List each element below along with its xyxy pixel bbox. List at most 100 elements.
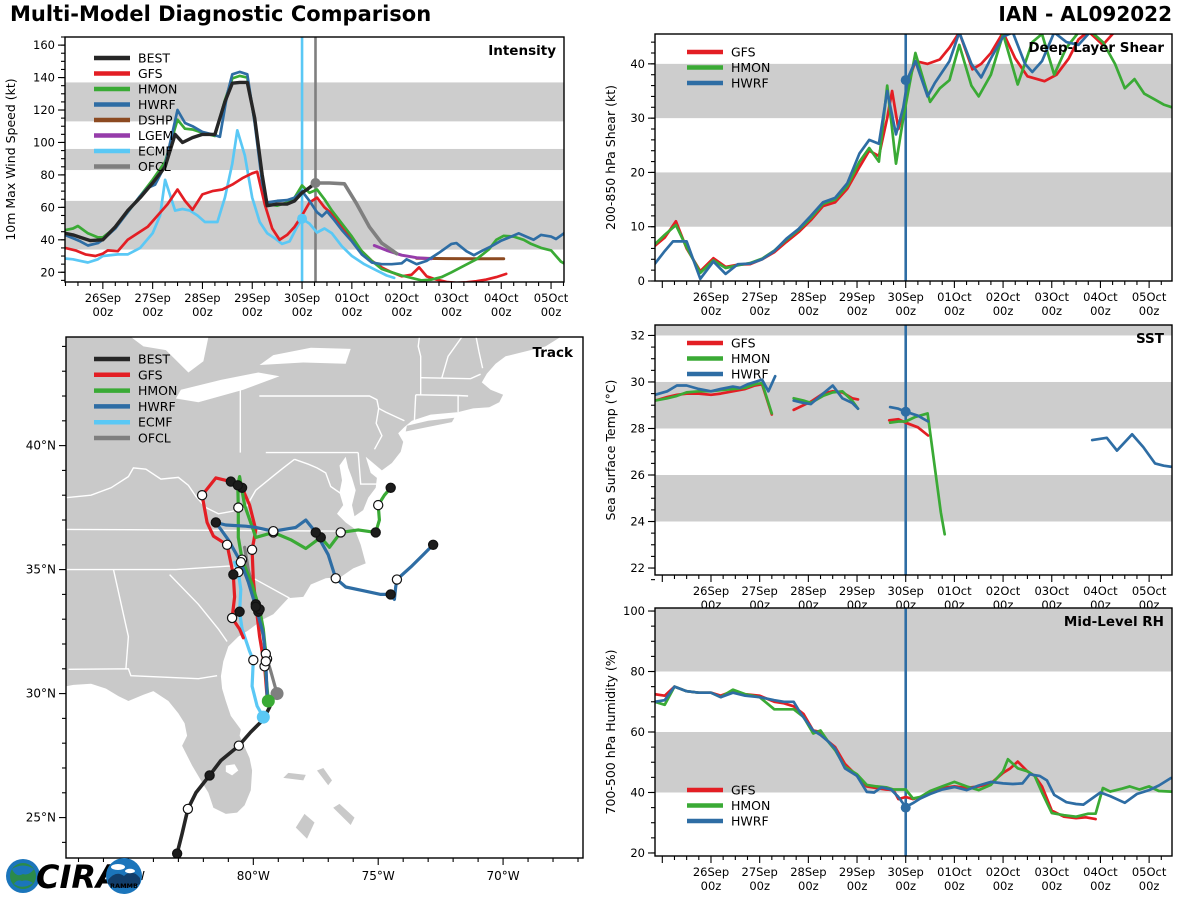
track-position-dot [234,606,245,617]
lon-tick-label: 80°W [237,869,270,883]
track-position-dot [233,740,245,751]
legend-label-hmon: HMON [731,798,770,813]
state-border [441,337,463,378]
x-tick-label: 05Oct [534,291,569,305]
y-tick-label: 0 [638,274,645,288]
sst-panel: 26Sep 00z 27Sep 00z 28Sep 00z 29Sep 00z 30Sep 00z… [600,320,1200,612]
x-tick-label: 30Sep [888,865,924,879]
x-tick-hour: 00z [142,305,163,319]
y-tick-label: 100 [33,135,55,149]
x-tick-label: 28Sep [790,584,826,598]
state-border [475,337,484,369]
state-border [68,668,218,680]
legend-label-dshp: DSHP [138,113,173,128]
series-ofcl [313,181,399,256]
x-tick-label: 05Oct [1132,584,1167,598]
y-tick-label: 20 [40,265,55,279]
landmass [283,772,306,781]
x-tick-hour: 00z [342,305,363,319]
landmass [405,417,455,432]
x-tick-label: 03Oct [1034,290,1069,304]
track-position-dot [330,573,341,584]
x-tick-label: 03Oct [434,291,469,305]
lat-tick-label: 25°N [26,811,56,825]
y-tick-label: 40 [630,57,645,71]
track-start-dot-ecmf [256,710,270,724]
track-position-dot [310,527,321,538]
x-tick-hour: 00z [391,305,412,319]
y-tick-label: 60 [40,200,55,214]
panel-title: Mid-Level RH [1064,614,1164,630]
legend-label-hmon: HMON [731,351,770,366]
series-hwrf [655,374,777,397]
x-tick-label: 04Oct [1083,865,1118,879]
lon-tick-label: 70°W [487,869,520,883]
x-tick-hour: 00z [895,304,916,318]
legend-label-hmon: HMON [138,82,177,97]
landmass [317,768,332,786]
legend-label-ofcl: OFCL [138,159,171,174]
legend-label-hwrf: HWRF [138,399,176,414]
x-tick-hour: 00z [895,879,916,893]
series-gfs [65,170,508,282]
legend-label-best: BEST [138,51,170,66]
legend-label-gfs: GFS [138,367,163,382]
x-tick-hour: 00z [1041,879,1062,893]
track-position-dot [221,539,233,551]
legend-label-gfs: GFS [731,45,756,60]
x-tick-hour: 00z [749,879,770,893]
panel-title: Intensity [488,43,556,59]
track-hwrf [214,518,435,698]
track-position-dot [182,803,194,815]
series-lgem [372,244,433,261]
intensity-panel: 26Sep 00z 27Sep 00z 28Sep 00z 29Sep 00z 30Sep 00z… [0,30,600,330]
state-border [294,458,344,496]
shear-chart: 26Sep00z27Sep00z28Sep00z29Sep00z30Sep00z… [603,33,1173,318]
x-tick-hour: 00z [541,305,562,319]
x-tick-label: 27Sep [134,291,170,305]
x-tick-label: 26Sep [693,584,729,598]
legend-label-gfs: GFS [731,783,756,798]
x-tick-label: 02Oct [986,290,1021,304]
x-tick-hour: 00z [993,879,1014,893]
y-tick-label: 40 [40,233,55,247]
category-band [655,608,1172,672]
legend-label-ecmf: ECMF [138,415,173,430]
legend-label-hwrf: HWRF [731,76,769,91]
x-tick-label: 30Sep [284,291,320,305]
legend-label-gfs: GFS [731,336,756,351]
y-tick-label: 30 [630,375,645,389]
state-border [66,528,356,532]
legend-label-lgem: LGEM [138,128,173,143]
category-band [655,732,1172,793]
x-tick-hour: 00z [701,879,722,893]
track-position-dot [370,527,381,538]
x-tick-label: 28Sep [790,290,826,304]
x-tick-hour: 00z [491,305,512,319]
track-map: 85°W80°W75°W70°W25°N30°N35°N40°NTrackBES… [26,336,584,883]
track-position-dot [427,539,439,551]
category-band [655,325,1172,336]
track-position-dot [232,480,244,491]
track-position-dot [171,848,183,858]
state-border [417,337,422,395]
series-hmon [65,74,564,282]
track-start-dot-hmon [261,694,275,708]
track-position-dot [235,556,247,568]
cira-logo: CIRA RAMMB [2,852,152,898]
track-position-dot [268,525,279,537]
x-tick-label: 29Sep [839,584,875,598]
y-tick-label: 22 [630,561,645,575]
track-position-dot [233,502,244,513]
series-hmon [792,389,860,411]
x-tick-label: 30Sep [888,584,924,598]
init-marker [900,802,911,813]
x-tick-label: 27Sep [742,584,778,598]
sst-chart: 26Sep00z27Sep00z28Sep00z29Sep00z30Sep00z… [603,324,1173,612]
x-tick-label: 02Oct [986,865,1021,879]
track-position-dot [210,517,222,528]
y-tick-label: 32 [630,328,645,342]
track-position-dot [196,490,208,501]
